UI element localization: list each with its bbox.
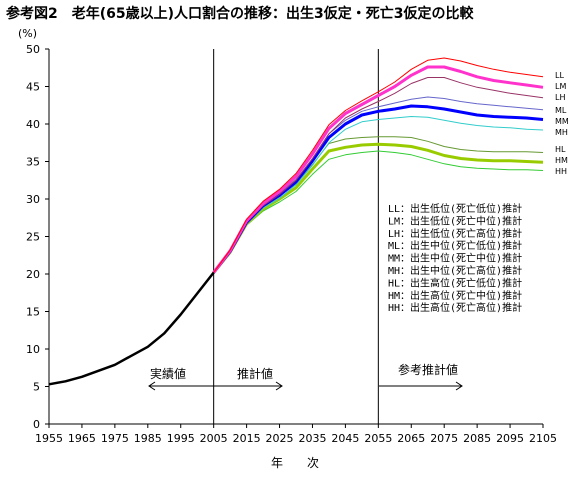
- x-tick-label: 2025: [266, 432, 294, 445]
- y-tick-label: 30: [26, 193, 40, 206]
- y-tick-label: 25: [26, 231, 40, 244]
- legend: LL：出生低位(死亡低位)推計LM：出生低位(死亡中位)推計LH：出生低位(死亡…: [388, 202, 522, 314]
- x-tick-label: 2015: [233, 432, 261, 445]
- series-line-actual: [48, 271, 215, 386]
- x-tick-label: 2095: [496, 432, 524, 445]
- x-tick-label: 1985: [134, 432, 162, 445]
- series-line-hh: [213, 150, 544, 273]
- arrow-actual-head: [148, 381, 156, 391]
- x-axis-label: 年 次: [271, 456, 325, 470]
- x-tick-label: 2005: [200, 432, 228, 445]
- series-end-label: MH: [555, 128, 568, 137]
- legend-entry: ML：出生中位(死亡低位)推計: [388, 239, 522, 252]
- y-tick-label: 5: [33, 381, 40, 394]
- series-end-label: HM: [555, 156, 568, 165]
- y-tick-label: 40: [26, 118, 40, 131]
- x-tick-label: 2105: [529, 432, 557, 445]
- x-tick-label: 1955: [35, 432, 63, 445]
- series-end-label: ML: [555, 106, 567, 115]
- y-tick-label: 45: [26, 81, 40, 94]
- annotation-label: 実績値: [150, 366, 186, 381]
- y-tick-label: 50: [26, 43, 40, 56]
- series-end-label: MM: [555, 117, 569, 126]
- x-tick-label: 2075: [430, 432, 458, 445]
- legend-entry: LL：出生低位(死亡低位)推計: [388, 202, 522, 215]
- series-line-hm: [212, 142, 544, 274]
- series-end-label: LH: [555, 93, 565, 102]
- series-line-lh: [213, 77, 544, 273]
- series-end-label: HL: [555, 145, 566, 154]
- annotation-label: 推計値: [237, 366, 273, 381]
- series-end-labels: LL LM LH ML MM MH HL HM HH: [555, 71, 569, 176]
- annotation-label: 参考推計値: [398, 362, 458, 377]
- legend-entry: MH：出生中位(死亡高位)推計: [388, 264, 522, 277]
- x-tick-label: 2055: [364, 432, 392, 445]
- y-tick-label: 20: [26, 268, 40, 281]
- y-tick-label: 35: [26, 156, 40, 169]
- x-tick-label: 1995: [167, 432, 195, 445]
- series-end-label: HH: [555, 167, 567, 176]
- y-tick-label: 10: [26, 343, 40, 356]
- annotations: 実績値 推計値 参考推計値: [148, 362, 463, 391]
- series-line-ll: [213, 57, 544, 273]
- x-tick-label: 2045: [331, 432, 359, 445]
- legend-entry: HL：出生高位(死亡低位)推計: [388, 276, 522, 289]
- arrow-reference-head: [455, 381, 463, 391]
- legend-entry: HM：出生高位(死亡中位)推計: [388, 289, 522, 302]
- x-tick-label: 1965: [68, 432, 96, 445]
- chart-title: 参考図2 老年(65歳以上)人口割合の推移：出生3仮定・死亡3仮定の比較: [6, 6, 474, 22]
- x-tick-label: 1975: [101, 432, 129, 445]
- series-end-label: LM: [555, 82, 566, 91]
- y-tick-label: 15: [26, 306, 40, 319]
- series-line-lm: [212, 65, 544, 274]
- y-axis-unit: (%): [18, 27, 37, 40]
- arrow-projection-head: [275, 381, 283, 391]
- series-lines: [48, 57, 544, 386]
- legend-entry: MM：出生中位(死亡中位)推計: [388, 252, 522, 265]
- series-end-label: LL: [555, 71, 564, 80]
- legend-entry: HH：出生高位(死亡高位)推計: [388, 301, 522, 314]
- legend-entry: LH：出生低位(死亡高位)推計: [388, 227, 522, 240]
- x-tick-label: 2085: [463, 432, 491, 445]
- y-tick-label: 0: [33, 418, 40, 431]
- legend-entry: LM：出生低位(死亡中位)推計: [388, 214, 522, 227]
- x-tick-label: 2035: [298, 432, 326, 445]
- series-line-mh: [213, 116, 544, 273]
- x-tick-label: 2065: [397, 432, 425, 445]
